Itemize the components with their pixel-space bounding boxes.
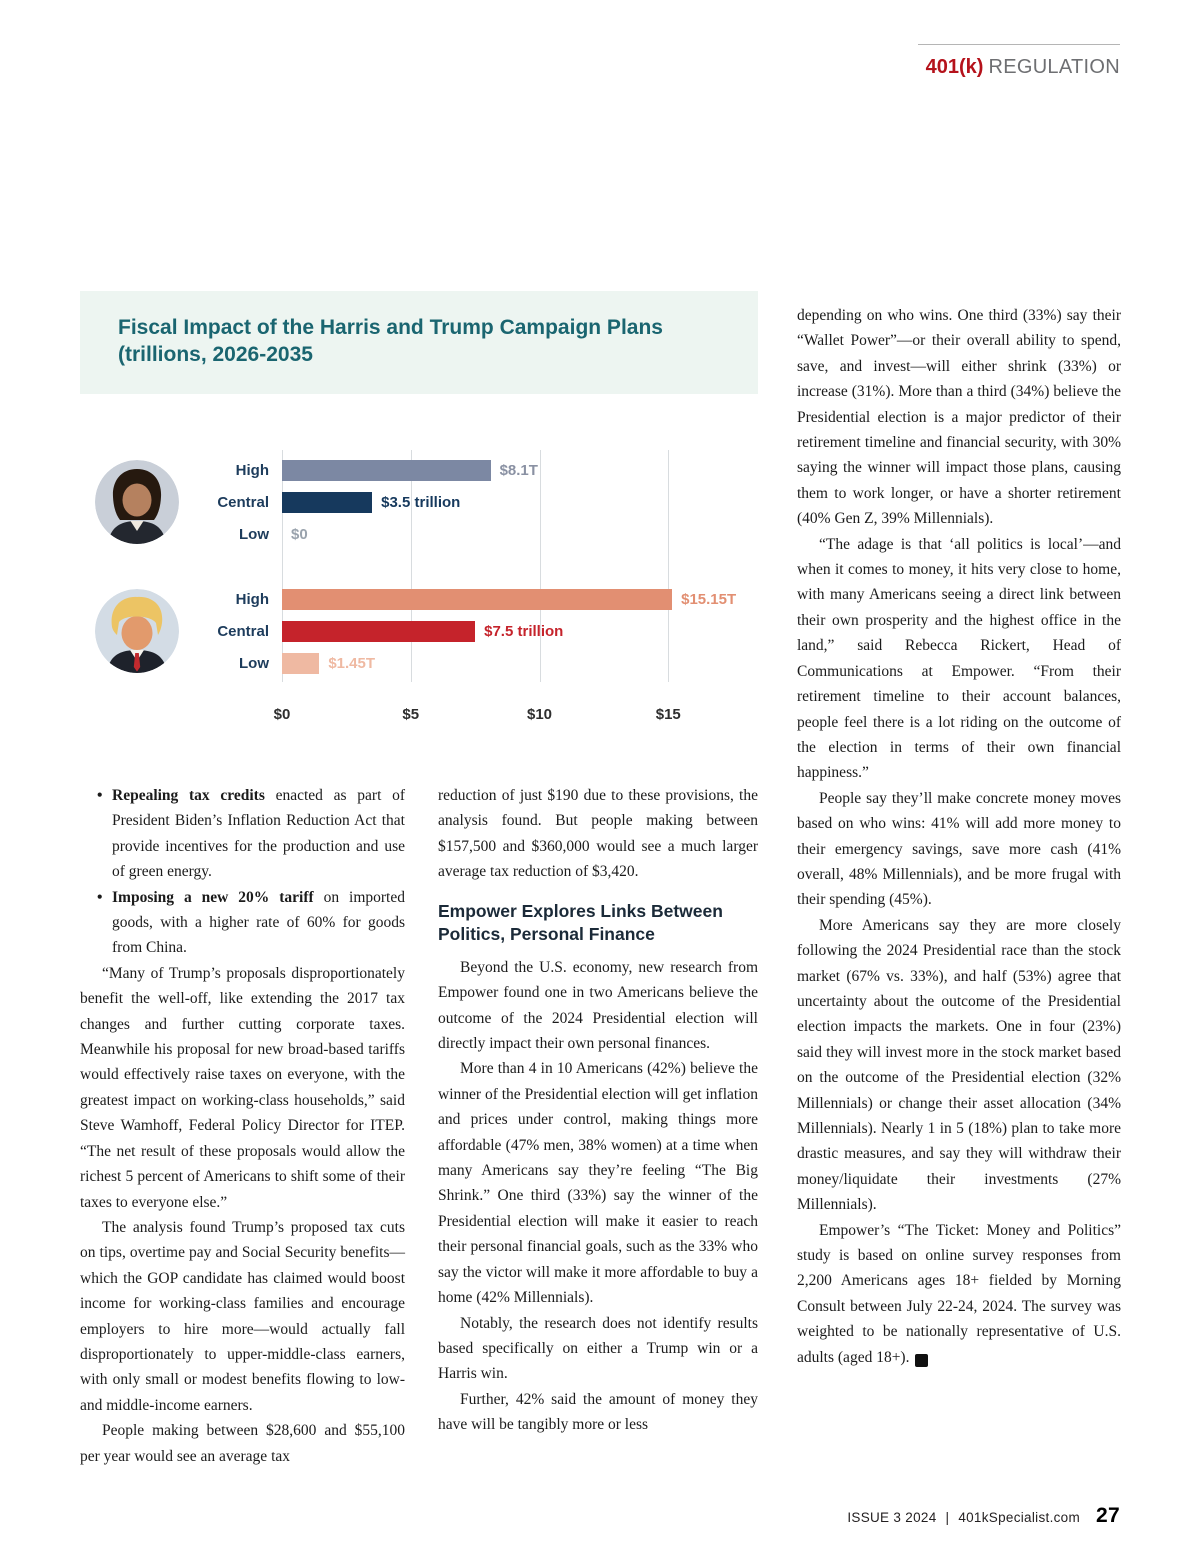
column-3: depending on who wins. One third (33%) s… — [797, 303, 1121, 1370]
category-label: Central — [217, 493, 269, 511]
page-number: 27 — [1096, 1504, 1120, 1527]
paragraph: Empower’s “The Ticket: Money and Politic… — [797, 1221, 1121, 1367]
category-label: High — [235, 461, 269, 479]
paragraph: People say they’ll make concrete money m… — [797, 789, 1121, 909]
bar — [282, 652, 320, 674]
paragraph: Beyond the U.S. economy, new research fr… — [438, 958, 758, 1053]
paragraph: People making between $28,600 and $55,10… — [80, 1422, 405, 1465]
bar — [282, 588, 673, 610]
page-footer: ISSUE 3 2024 | 401kSpecialist.com 27 — [847, 1504, 1120, 1528]
bullet-item: Repealing tax credits enacted as part of… — [97, 783, 405, 885]
trump-photo — [95, 589, 179, 674]
trump-bars: High $15.15T Central $7.5 trillion Low $1.45T — [217, 588, 736, 674]
bar-chart: High $8.1T Central $3.5 trillion Low $0 — [95, 449, 736, 726]
column-1-paragraphs: “Many of Trump’s proposals disproportion… — [80, 961, 405, 1469]
paragraph: Notably, the research does not identify … — [438, 1314, 758, 1383]
value-label: $7.5 trillion — [484, 622, 564, 640]
footer-separator: | — [945, 1510, 950, 1525]
harris-bars: High $8.1T Central $3.5 trillion Low $0 — [217, 459, 694, 545]
paragraph: Further, 42% said the amount of money th… — [438, 1390, 758, 1434]
value-label: $1.45T — [328, 654, 376, 672]
column-1: Repealing tax credits enacted as part of… — [80, 783, 405, 1469]
x-axis-tick: $0 — [273, 705, 291, 723]
bar — [282, 459, 491, 481]
chart-plot: High $8.1T Central $3.5 trillion Low $0 — [95, 449, 736, 682]
trump-group: High $15.15T Central $7.5 trillion Low $1.45T — [95, 588, 736, 674]
section-heading: Empower Explores Links Between Politics,… — [438, 900, 723, 944]
value-label: $8.1T — [499, 461, 538, 479]
column-2: reduction of just $190 due to these prov… — [438, 783, 758, 1469]
footer-issue: ISSUE 3 2024 — [847, 1510, 937, 1525]
footer-site: 401kSpecialist.com — [958, 1510, 1081, 1525]
bullet-list: Repealing tax credits enacted as part of… — [80, 783, 405, 961]
paragraph: More Americans say they are more closely… — [797, 916, 1121, 1214]
end-of-article-mark: K — [915, 1353, 944, 1367]
x-axis-tick: $10 — [526, 705, 553, 723]
bar-row-trump-low: Low $1.45T — [239, 652, 694, 674]
paragraph: reduction of just $190 due to these prov… — [438, 787, 758, 881]
paragraph: “The adage is that ‘all politics is loca… — [797, 535, 1121, 782]
bar — [282, 620, 476, 642]
brand-401k: 401(k) — [925, 56, 984, 78]
harris-group: High $8.1T Central $3.5 trillion Low $0 — [95, 459, 694, 545]
bar-row-harris-central: Central $3.5 trillion — [217, 491, 694, 513]
x-axis-tick: $15 — [655, 705, 681, 723]
chart-title-line-2: (trillions, 2026-2035 — [118, 343, 313, 367]
category-label: Central — [217, 622, 269, 640]
column-2-lead: reduction of just $190 due to these prov… — [438, 783, 758, 885]
bar-row-trump-high: High $15.15T — [236, 588, 736, 610]
chart-title-box: Fiscal Impact of the Harris and Trump Ca… — [80, 291, 758, 394]
chart-title-line-1: Fiscal Impact of the Harris and Trump Ca… — [118, 316, 663, 339]
bullet-item: Imposing a new 20% tariff on imported go… — [97, 885, 405, 961]
value-label: $0 — [291, 525, 308, 543]
category-label: High — [235, 590, 269, 608]
bar-row-harris-low: Low $0 — [239, 524, 694, 545]
value-label: $15.15T — [681, 590, 737, 608]
page-header: 401(k) REGULATION — [918, 44, 1120, 79]
harris-photo — [95, 460, 179, 545]
bar-row-harris-high: High $8.1T — [236, 459, 694, 481]
category-label: Low — [239, 525, 269, 543]
x-axis-tick: $5 — [402, 705, 420, 723]
bar-row-trump-central: Central $7.5 trillion — [217, 620, 694, 642]
bar — [282, 491, 373, 513]
chart-section: Fiscal Impact of the Harris and Trump Ca… — [80, 291, 758, 726]
paragraph: “Many of Trump’s proposals disproportion… — [80, 964, 405, 1211]
value-label: $3.5 trillion — [381, 493, 461, 511]
category-label: Low — [239, 654, 269, 672]
brand-regulation: REGULATION — [988, 56, 1120, 78]
x-axis: $0 $5 $10 $15 — [274, 705, 694, 726]
column-2-paragraphs: Beyond the U.S. economy, new research fr… — [438, 955, 758, 1438]
paragraph: More than 4 in 10 Americans (42%) believ… — [438, 1060, 758, 1307]
article-body: Repealing tax credits enacted as part of… — [80, 783, 758, 1469]
paragraph: depending on who wins. One third (33%) s… — [797, 307, 1121, 528]
paragraph: The analysis found Trump’s proposed tax … — [80, 1218, 405, 1414]
